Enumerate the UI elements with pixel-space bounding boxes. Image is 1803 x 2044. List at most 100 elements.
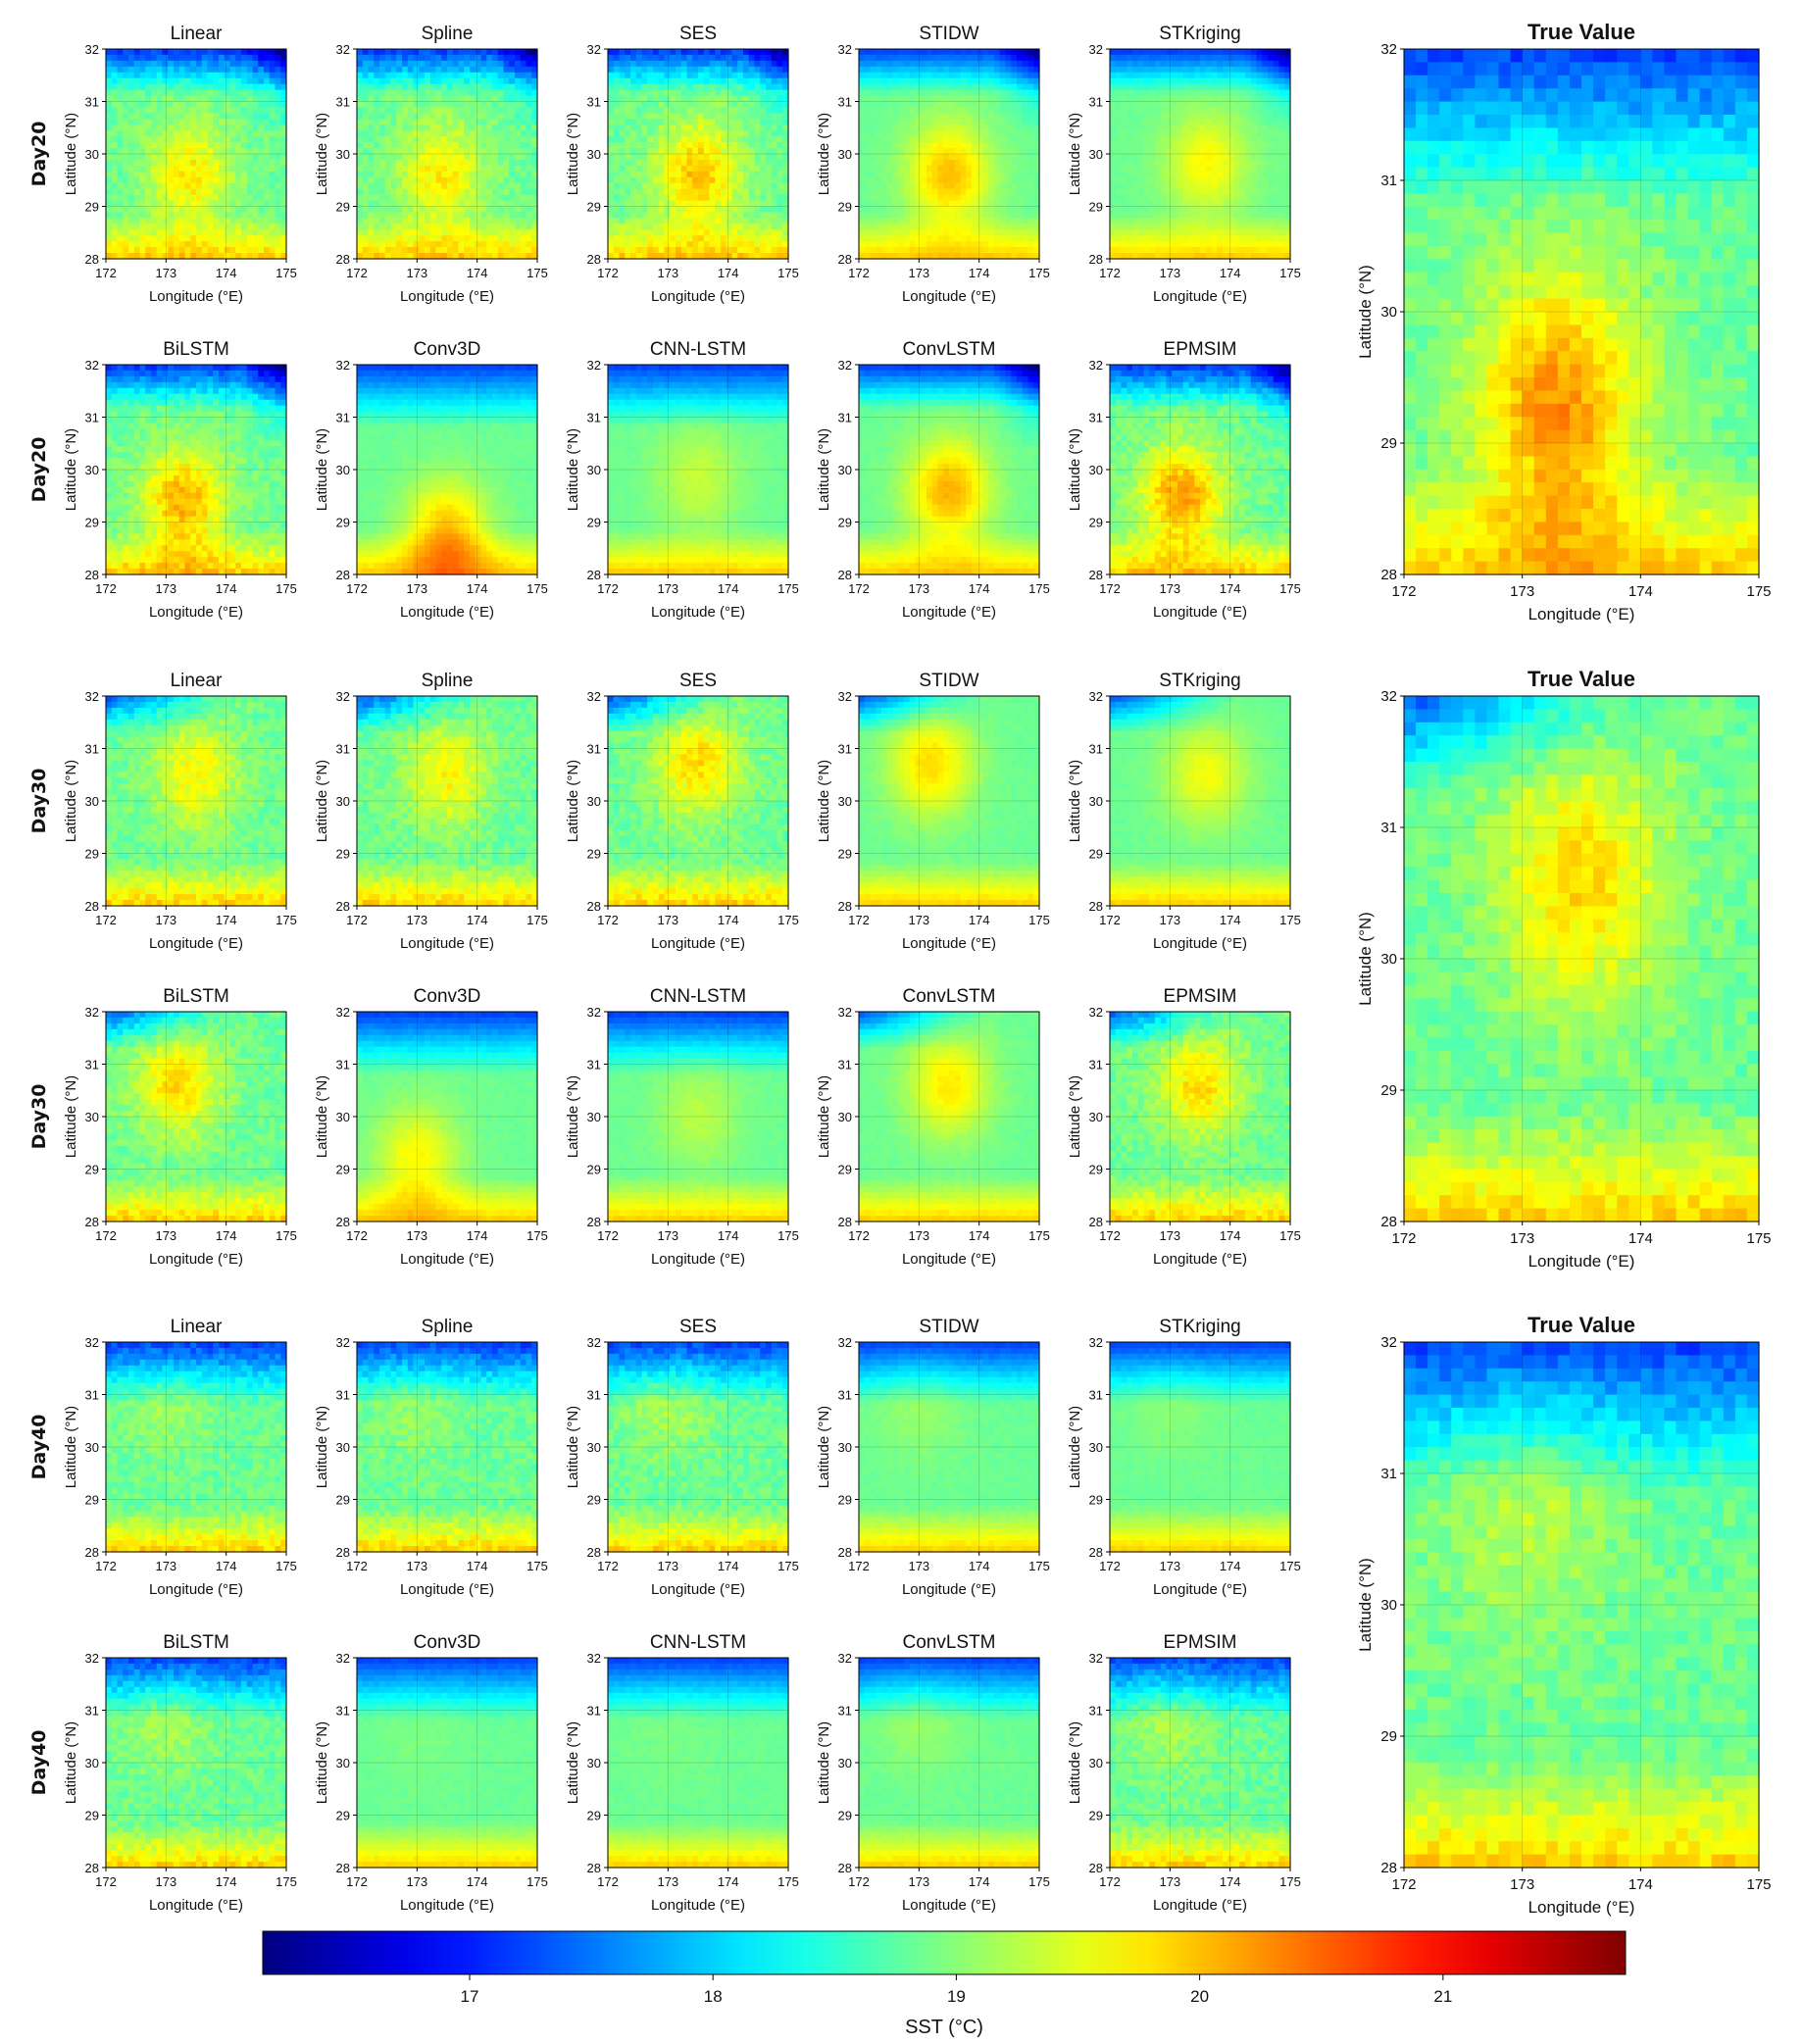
x-tick-label: 174: [1628, 583, 1653, 600]
x-tick-label: 175: [1028, 913, 1050, 927]
y-tick-label: 28: [85, 1215, 99, 1229]
x-tick-label: 175: [1028, 266, 1050, 280]
x-axis-label: Longitude (°E): [1153, 1581, 1247, 1598]
y-tick-label: 29: [85, 1163, 99, 1177]
y-axis-label: Latitude (°N): [1067, 760, 1083, 842]
x-tick-label: 172: [597, 1874, 619, 1889]
y-tick-label: 28: [587, 252, 601, 267]
heatmap-cells: [1110, 49, 1291, 260]
x-tick-label: 173: [908, 581, 929, 596]
y-tick-label: 28: [1089, 568, 1103, 582]
heatmap-panel: SES 172 173 174 175 28 29 30 31 32 Longitude (°E) L…: [565, 1317, 799, 1598]
y-tick-label: 29: [336, 847, 350, 862]
y-tick-label: 28: [1380, 567, 1397, 583]
y-tick-label: 29: [838, 516, 852, 530]
x-tick-label: 173: [155, 913, 176, 927]
x-axis-label: Longitude (°E): [400, 1581, 494, 1598]
y-tick-label: 30: [1089, 1756, 1103, 1770]
x-axis-label: Longitude (°E): [1528, 1898, 1635, 1917]
x-axis-label: Longitude (°E): [651, 288, 745, 305]
y-tick-label: 32: [85, 1005, 99, 1020]
row-label: Day20: [28, 437, 50, 503]
heatmap-cells: [859, 1658, 1040, 1869]
gridlines: [859, 365, 1039, 574]
x-tick-label: 172: [848, 1228, 870, 1243]
y-axis-label: Latitude (°N): [565, 428, 581, 511]
y-axis-label: Latitude (°N): [1067, 428, 1083, 511]
y-tick-label: 32: [85, 689, 99, 704]
heatmap-panel: STKriging 172 173 174 175 28 29 30 31 32 Longitude…: [1067, 1317, 1301, 1598]
heatmap-cells: [608, 1342, 789, 1553]
y-tick-label: 32: [1380, 1334, 1397, 1351]
x-tick-label: 175: [275, 1874, 297, 1889]
x-tick-label: 175: [275, 581, 297, 596]
x-tick-label: 172: [95, 1228, 117, 1243]
y-tick-label: 28: [85, 899, 99, 914]
x-tick-label: 174: [969, 1559, 990, 1573]
gridlines: [106, 1658, 286, 1868]
x-tick-label: 172: [1099, 1559, 1121, 1573]
heatmap-cells: [1110, 1658, 1291, 1869]
x-tick-label: 172: [597, 1228, 619, 1243]
x-tick-label: 175: [1279, 1559, 1301, 1573]
y-tick-label: 28: [336, 1861, 350, 1875]
y-axis-label: Latitude (°N): [816, 1406, 832, 1488]
x-tick-label: 173: [1159, 1228, 1180, 1243]
y-tick-label: 29: [1089, 200, 1103, 215]
x-tick-label: 175: [275, 1559, 297, 1573]
y-tick-label: 28: [587, 568, 601, 582]
x-tick-label: 173: [657, 913, 678, 927]
gridlines: [106, 49, 286, 259]
y-tick-label: 31: [1089, 1704, 1103, 1719]
y-tick-label: 29: [336, 1493, 350, 1508]
y-tick-label: 29: [587, 1163, 601, 1177]
panel-title: Spline: [422, 1317, 474, 1337]
y-tick-label: 31: [1089, 411, 1103, 425]
y-tick-label: 31: [336, 1388, 350, 1403]
heatmap-panel: ConvLSTM 172 173 174 175 28 29 30 31 32 Longitude …: [816, 1632, 1050, 1914]
y-axis-label: Latitude (°N): [63, 428, 79, 511]
x-tick-label: 173: [155, 1228, 176, 1243]
heatmap-panel: CNN-LSTM 172 173 174 175 28 29 30 31 32 Longitude …: [565, 339, 799, 621]
x-tick-label: 174: [718, 1228, 739, 1243]
y-tick-label: 29: [838, 1163, 852, 1177]
gridlines: [608, 696, 788, 906]
y-tick-label: 31: [85, 1388, 99, 1403]
x-tick-label: 172: [597, 266, 619, 280]
heatmap-cells: [1404, 696, 1760, 1222]
x-axis-label: Longitude (°E): [149, 1897, 243, 1914]
y-tick-label: 29: [336, 516, 350, 530]
gridlines: [357, 696, 537, 906]
y-axis-label: Latitude (°N): [63, 1406, 79, 1488]
y-tick-label: 31: [1380, 1466, 1397, 1482]
x-tick-label: 173: [406, 1228, 427, 1243]
x-tick-label: 172: [1099, 1874, 1121, 1889]
y-tick-label: 32: [587, 1005, 601, 1020]
x-tick-label: 173: [657, 1874, 678, 1889]
gridlines: [1110, 49, 1290, 259]
x-axis-label: Longitude (°E): [400, 1251, 494, 1268]
heatmap-panel: STIDW 172 173 174 175 28 29 30 31 32 Longitude (°E…: [816, 24, 1050, 305]
heatmap-panel: Spline 172 173 174 175 28 29 30 31 32 Longitude (°…: [314, 24, 548, 305]
y-tick-label: 31: [336, 411, 350, 425]
gridlines: [1110, 696, 1290, 906]
colorbar-gradient: [262, 1930, 1627, 1975]
row-label: Day40: [28, 1730, 50, 1796]
x-tick-label: 172: [1099, 913, 1121, 927]
heatmap-cells: [106, 1342, 287, 1553]
x-tick-label: 172: [346, 1559, 368, 1573]
heatmap-panel: CNN-LSTM 172 173 174 175 28 29 30 31 32 Longitude …: [565, 1632, 799, 1914]
heatmap-cells: [1404, 49, 1760, 575]
x-tick-label: 173: [406, 266, 427, 280]
heatmap-cells: [357, 696, 538, 907]
row-label: Day20: [28, 122, 50, 187]
x-tick-label: 175: [1279, 1874, 1301, 1889]
y-tick-label: 29: [587, 516, 601, 530]
panel-title: Linear: [171, 1317, 223, 1337]
heatmap-panel: Spline 172 173 174 175 28 29 30 31 32 Longitude (°…: [314, 671, 548, 952]
y-tick-label: 29: [1089, 516, 1103, 530]
y-tick-label: 30: [85, 463, 99, 477]
colorbar-label: SST (°C): [905, 2017, 983, 2038]
x-axis-label: Longitude (°E): [400, 288, 494, 305]
heatmap-cells: [106, 49, 287, 260]
